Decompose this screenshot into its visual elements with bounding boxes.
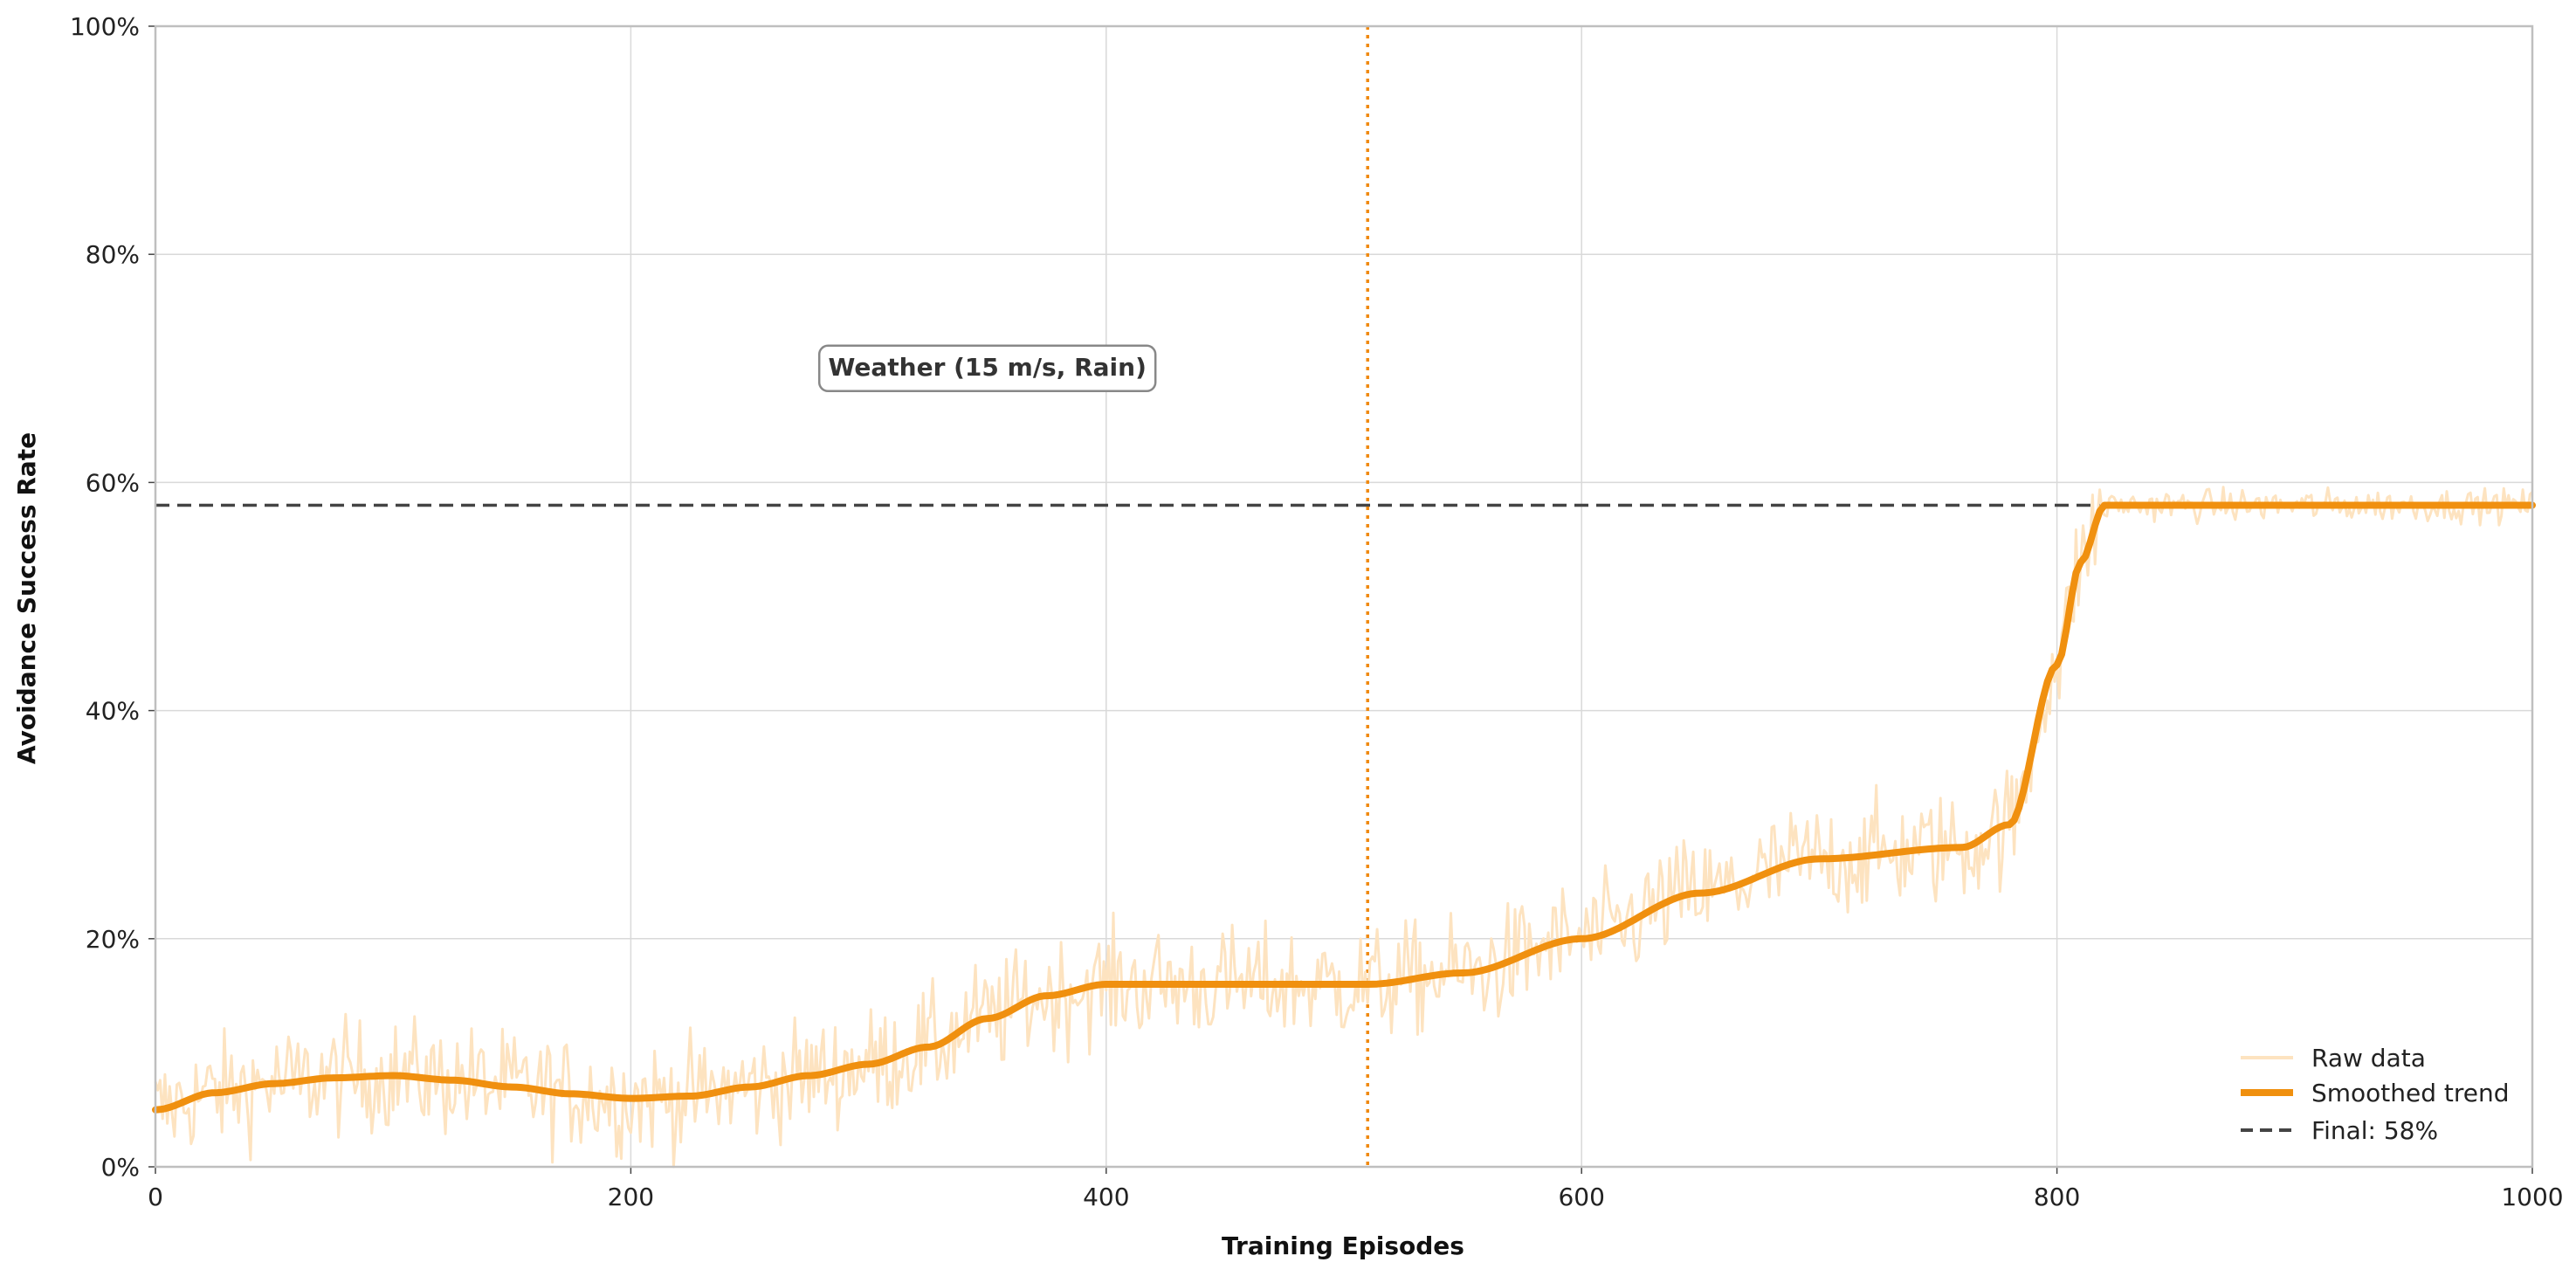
raw-data-line	[154, 486, 2534, 1169]
y-tick-label-0: 0%	[101, 1153, 140, 1182]
legend-label-smoothed: Smoothed trend	[2311, 1079, 2510, 1107]
x-tick-label-600: 600	[1558, 1183, 1604, 1211]
legend: Raw data Smoothed trend Final: 58%	[2241, 1044, 2510, 1145]
x-tick-label-800: 800	[2034, 1183, 2080, 1211]
y-tick-label-80: 80%	[86, 240, 140, 269]
legend-label-raw: Raw data	[2311, 1044, 2426, 1073]
smoothed-trend-series	[152, 501, 2536, 1114]
x-axis-label: Training Episodes	[1222, 1231, 1464, 1260]
annotation-box	[817, 344, 1157, 393]
legend-item-final: Final: 58%	[2241, 1116, 2438, 1145]
axes	[148, 24, 2534, 1174]
x-tick-label-1000: 1000	[2501, 1183, 2563, 1211]
x-tick-label-200: 200	[608, 1183, 654, 1211]
y-tick-label-20: 20%	[86, 925, 140, 954]
y-axis-label: Avoidance Success Rate	[12, 432, 41, 764]
weather-annotation: Weather (15 m/s, Rain)	[817, 344, 1157, 393]
x-tick-label-400: 400	[1083, 1183, 1129, 1211]
y-tick-label-40: 40%	[86, 697, 140, 726]
plot-frame	[154, 24, 2534, 1169]
y-tick-label-60: 60%	[86, 468, 140, 497]
x-tick-label-0: 0	[148, 1183, 163, 1211]
tick-labels: 0 200 400 600 800 1000 0% 20% 40% 60% 80% 100%	[70, 12, 2564, 1211]
smoothed-trend-line	[152, 501, 2536, 1114]
raw-data-series	[154, 486, 2534, 1169]
legend-item-raw: Raw data	[2241, 1044, 2426, 1073]
legend-label-final: Final: 58%	[2311, 1116, 2438, 1145]
annotation-text: Weather (15 m/s, Rain)	[829, 353, 1147, 382]
reference-lines	[155, 26, 2532, 1167]
legend-item-smoothed: Smoothed trend	[2241, 1079, 2510, 1107]
grid	[155, 25, 2533, 1168]
y-tick-label-100: 100%	[70, 12, 140, 41]
